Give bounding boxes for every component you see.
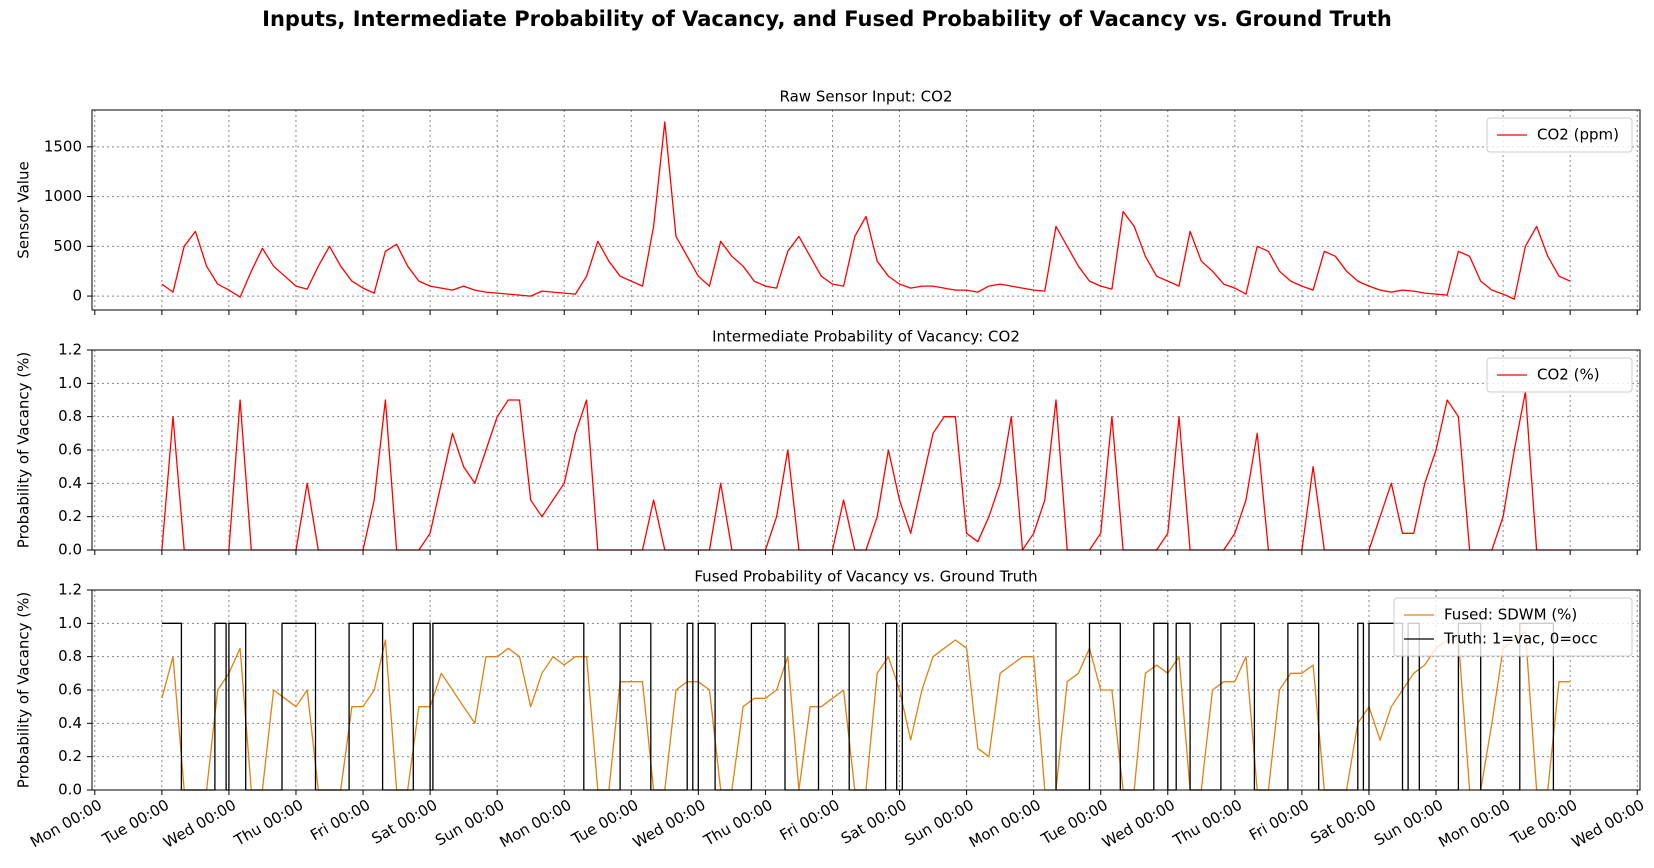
figure-title: Inputs, Intermediate Probability of Vaca… — [262, 7, 1392, 31]
y-tick-label: 0.6 — [58, 681, 82, 699]
legend-label: Fused: SDWM (%) — [1444, 606, 1577, 624]
x-tick-label: Tue 00:00 — [568, 796, 642, 849]
x-tick-label: Sat 00:00 — [838, 796, 910, 848]
y-tick-label: 1.0 — [58, 614, 82, 632]
x-tick-label: Fri 00:00 — [777, 796, 843, 845]
legend-box — [1486, 357, 1633, 393]
x-tick-label: Mon 00:00 — [497, 796, 575, 851]
subplot-title: Fused Probability of Vacancy vs. Ground … — [694, 568, 1037, 586]
x-tick-label: Sun 00:00 — [432, 796, 507, 850]
y-tick-label: 0.6 — [58, 441, 82, 459]
plot-frame — [91, 109, 1641, 311]
x-tick-label: Mon 00:00 — [1435, 796, 1513, 851]
legend-label: CO2 (%) — [1537, 366, 1600, 384]
y-tick-label: 0.4 — [58, 714, 82, 732]
y-tick-label: 1000 — [44, 187, 82, 205]
y-tick-label: 0.0 — [58, 541, 82, 559]
y-tick-label: 500 — [53, 237, 82, 255]
x-tick-label: Sat 00:00 — [1307, 796, 1379, 848]
x-tick-label: Thu 00:00 — [1169, 796, 1245, 850]
y-tick-label: 1.2 — [58, 341, 82, 359]
y-axis-label: Probability of Vacancy (%) — [15, 592, 33, 788]
x-tick-label: Thu 00:00 — [700, 796, 776, 850]
plot-frame — [91, 589, 1641, 791]
y-tick-label: 0 — [72, 287, 82, 305]
y-tick-label: 1500 — [44, 137, 82, 155]
y-axis-label: Sensor Value — [15, 161, 33, 258]
x-tick-label: Fri 00:00 — [307, 796, 373, 845]
y-tick-label: 1.2 — [58, 581, 82, 599]
y-axis-label: Probability of Vacancy (%) — [15, 352, 33, 548]
y-tick-label: 0.0 — [58, 781, 82, 799]
plot-frame — [91, 349, 1641, 551]
y-tick-label: 0.8 — [58, 407, 82, 425]
x-tick-label: Tue 00:00 — [98, 796, 172, 849]
subplot-title: Intermediate Probability of Vacancy: CO2 — [712, 328, 1020, 346]
x-tick-label: Thu 00:00 — [230, 796, 306, 850]
legend-box — [1486, 117, 1633, 153]
x-tick-label: Sun 00:00 — [1371, 796, 1446, 850]
y-tick-label: 1.0 — [58, 374, 82, 392]
subplot-title: Raw Sensor Input: CO2 — [780, 88, 953, 106]
x-tick-label: Wed 00:00 — [630, 796, 709, 852]
x-tick-label: Mon 00:00 — [966, 796, 1044, 851]
y-tick-label: 0.2 — [58, 747, 82, 765]
x-tick-label: Sun 00:00 — [902, 796, 977, 850]
legend-label: Truth: 1=vac, 0=occ — [1443, 630, 1598, 648]
x-tick-label: Mon 00:00 — [27, 796, 105, 851]
x-tick-label: Tue 00:00 — [1037, 796, 1111, 849]
legend-box — [1393, 597, 1633, 657]
x-tick-label: Wed 00:00 — [1099, 796, 1178, 852]
x-tick-label: Wed 00:00 — [160, 796, 239, 852]
series-line — [161, 121, 1571, 300]
series-line — [161, 631, 1571, 791]
y-tick-label: 0.8 — [58, 647, 82, 665]
x-tick-label: Fri 00:00 — [1246, 796, 1312, 845]
x-tick-label: Wed 00:00 — [1569, 796, 1648, 852]
series-line — [161, 391, 1571, 551]
x-tick-label: Sat 00:00 — [368, 796, 440, 848]
legend-label: CO2 (ppm) — [1537, 126, 1619, 144]
y-tick-label: 0.4 — [58, 474, 82, 492]
series-line — [161, 622, 1571, 791]
x-tick-label: Tue 00:00 — [1507, 796, 1581, 849]
y-tick-label: 0.2 — [58, 507, 82, 525]
